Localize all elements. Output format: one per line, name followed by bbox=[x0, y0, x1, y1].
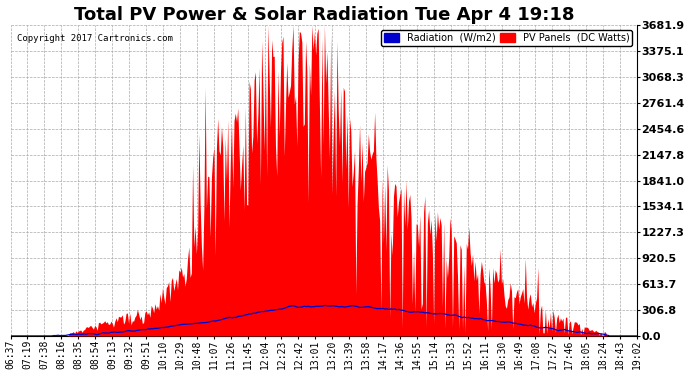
Title: Total PV Power & Solar Radiation Tue Apr 4 19:18: Total PV Power & Solar Radiation Tue Apr… bbox=[74, 6, 574, 24]
Legend: Radiation  (W/m2), PV Panels  (DC Watts): Radiation (W/m2), PV Panels (DC Watts) bbox=[382, 30, 632, 46]
Text: Copyright 2017 Cartronics.com: Copyright 2017 Cartronics.com bbox=[17, 34, 172, 44]
